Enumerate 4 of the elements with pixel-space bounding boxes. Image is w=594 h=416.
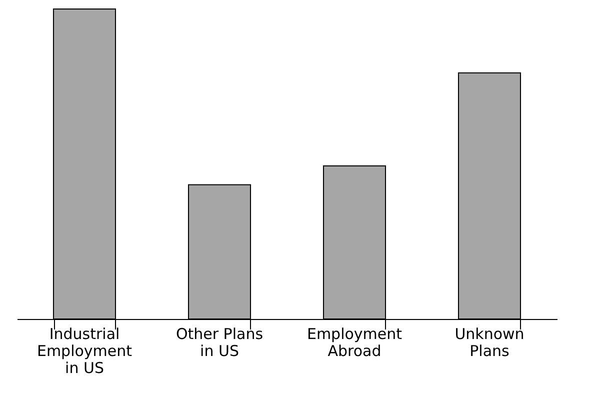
x-tick-label: Unknown Plans: [454, 325, 524, 360]
x-tick-label: Industrial Employment in US: [36, 325, 132, 377]
x-tick-label: Employment Abroad: [306, 325, 402, 360]
x-tick-label: Other Plans in US: [176, 325, 264, 360]
